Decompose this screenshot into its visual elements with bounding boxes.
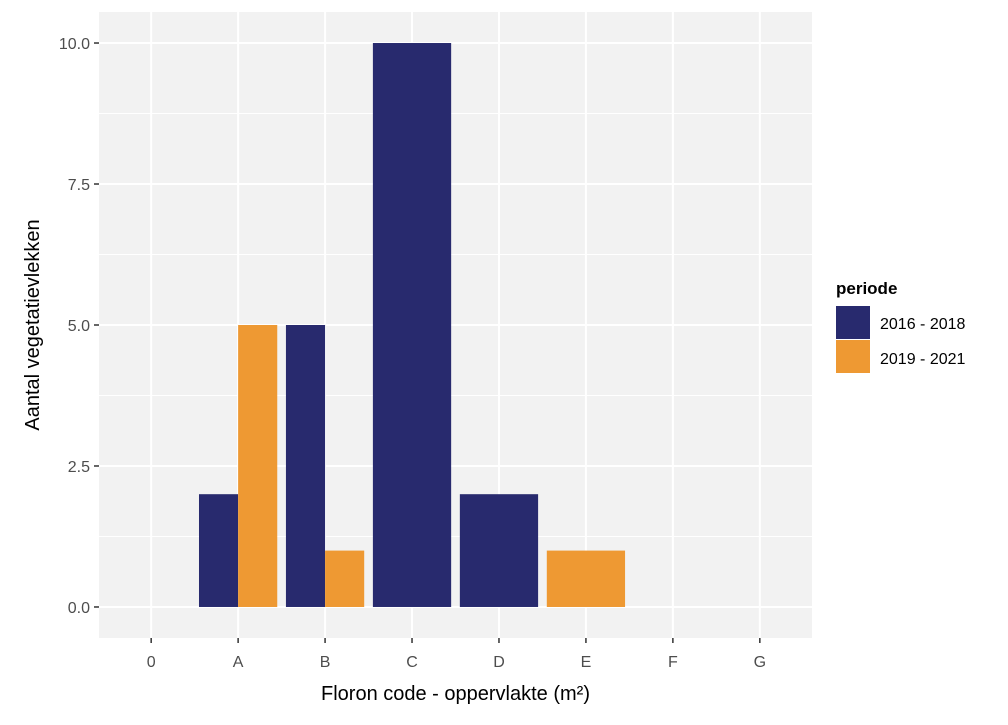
bar-C-2016-2018 bbox=[372, 43, 452, 607]
y-axis-title: Aantal vegetatievlekken bbox=[22, 219, 44, 430]
x-axis-title: Floron code - oppervlakte (m²) bbox=[321, 683, 590, 705]
y-tick-label: 5.0 bbox=[68, 318, 90, 335]
legend-label-2019-2021: 2019 - 2021 bbox=[880, 351, 966, 368]
bar-D-2016-2018 bbox=[459, 494, 539, 607]
bar-E-2019-2021 bbox=[546, 550, 626, 607]
y-tick-label: 10.0 bbox=[59, 36, 90, 53]
x-axis: 0 A B C D E F G bbox=[147, 638, 766, 671]
x-tick-label: D bbox=[493, 654, 505, 671]
x-tick-label: B bbox=[320, 654, 331, 671]
x-tick-label: E bbox=[581, 654, 592, 671]
legend: periode 2016 - 2018 2019 - 2021 bbox=[836, 279, 966, 373]
bar-B-2016-2018 bbox=[285, 325, 326, 607]
y-axis: 0.0 2.5 5.0 7.5 10.0 bbox=[59, 36, 99, 617]
y-tick-label: 0.0 bbox=[68, 600, 90, 617]
y-tick-label: 2.5 bbox=[68, 459, 90, 476]
x-tick-label: 0 bbox=[147, 654, 156, 671]
x-tick-label: C bbox=[406, 654, 418, 671]
y-tick-label: 7.5 bbox=[68, 177, 90, 194]
legend-label-2016-2018: 2016 - 2018 bbox=[880, 316, 966, 333]
bar-B-2019-2021 bbox=[325, 550, 365, 607]
x-tick-label: A bbox=[233, 654, 244, 671]
bars bbox=[198, 43, 626, 607]
legend-key-2019-2021 bbox=[836, 340, 870, 373]
legend-title: periode bbox=[836, 279, 897, 298]
bar-A-2019-2021 bbox=[238, 325, 278, 607]
bar-A-2016-2018 bbox=[198, 494, 239, 607]
legend-key-2016-2018 bbox=[836, 306, 870, 339]
x-tick-label: G bbox=[754, 654, 766, 671]
x-tick-label: F bbox=[668, 654, 678, 671]
